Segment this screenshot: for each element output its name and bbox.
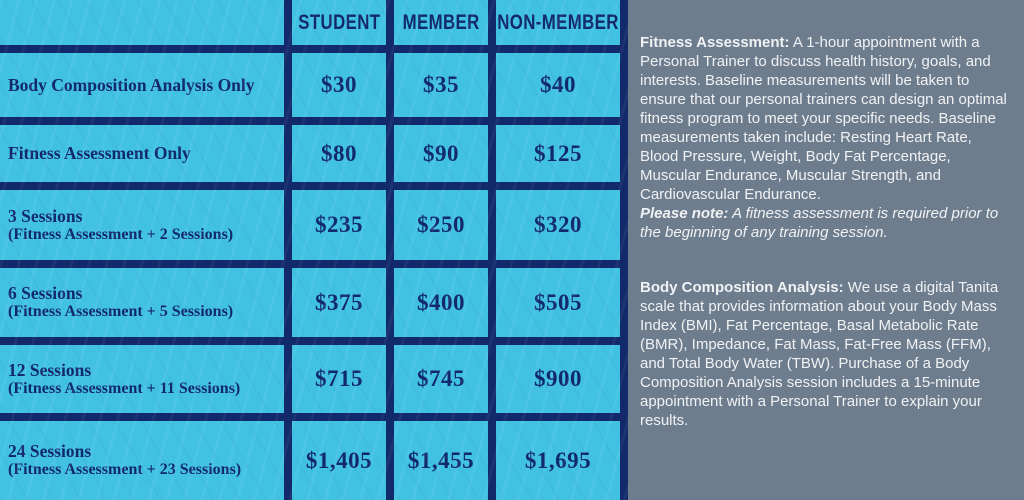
price-24-sessions-non-member: $1,695 xyxy=(496,421,620,500)
service-text: 6 Sessions (Fitness Assessment + 5 Sessi… xyxy=(8,283,233,322)
service-label: 12 Sessions xyxy=(8,359,92,380)
price-24-sessions-student: $1,405 xyxy=(292,421,386,500)
service-label: 3 Sessions xyxy=(8,205,83,226)
column-header-member: MEMBER xyxy=(394,0,488,45)
column-header-non-member-label: NON-MEMBER xyxy=(497,10,619,34)
price-24-sessions-member: $1,455 xyxy=(394,421,488,500)
price-12-sessions-member: $745 xyxy=(394,345,488,413)
price-fitness-assessment-member: $90 xyxy=(394,125,488,182)
service-text: 24 Sessions (Fitness Assessment + 23 Ses… xyxy=(8,441,241,480)
table-row-service-fitness-assessment: Fitness Assessment Only xyxy=(0,125,284,182)
price-12-sessions-student: $715 xyxy=(292,345,386,413)
service-label: 6 Sessions xyxy=(8,283,83,304)
service-text: Body Composition Analysis Only xyxy=(8,75,255,95)
price-body-composition-member: $35 xyxy=(394,53,488,117)
table-corner-cell xyxy=(0,0,284,45)
price-3-sessions-student: $235 xyxy=(292,190,386,260)
info-body-fitness-assessment: A 1-hour appointment with a Personal Tra… xyxy=(640,34,1007,203)
info-body-body-composition: We use a digital Tanita scale that provi… xyxy=(640,279,999,429)
info-lead-fitness-assessment: Fitness Assessment: xyxy=(640,34,790,51)
please-note-body: A fitness assessment is required prior t… xyxy=(640,205,999,241)
table-row-service-6-sessions: 6 Sessions (Fitness Assessment + 5 Sessi… xyxy=(0,268,284,337)
pricing-table-section: STUDENT MEMBER NON-MEMBER Body Compositi… xyxy=(0,0,628,500)
info-panel: Fitness Assessment: A 1-hour appointment… xyxy=(628,0,1024,500)
price-12-sessions-non-member: $900 xyxy=(496,345,620,413)
table-row-service-body-composition: Body Composition Analysis Only xyxy=(0,53,284,117)
service-text: Fitness Assessment Only xyxy=(8,143,191,163)
price-3-sessions-non-member: $320 xyxy=(496,190,620,260)
service-sublabel: (Fitness Assessment + 2 Sessions) xyxy=(8,225,234,243)
price-6-sessions-student: $375 xyxy=(292,268,386,337)
column-header-member-label: MEMBER xyxy=(402,10,480,34)
pricing-table: STUDENT MEMBER NON-MEMBER Body Compositi… xyxy=(0,0,628,500)
info-paragraph-body-composition: Body Composition Analysis: We use a digi… xyxy=(640,278,1008,430)
service-sublabel: (Fitness Assessment + 5 Sessions) xyxy=(8,303,234,321)
price-body-composition-student: $30 xyxy=(292,53,386,117)
table-row-service-12-sessions: 12 Sessions (Fitness Assessment + 11 Ses… xyxy=(0,345,284,413)
price-3-sessions-member: $250 xyxy=(394,190,488,260)
column-header-non-member: NON-MEMBER xyxy=(496,0,620,45)
service-label: Fitness Assessment Only xyxy=(8,143,191,164)
price-6-sessions-non-member: $505 xyxy=(496,268,620,337)
price-fitness-assessment-student: $80 xyxy=(292,125,386,182)
service-label: 24 Sessions xyxy=(8,441,92,462)
service-sublabel: (Fitness Assessment + 11 Sessions) xyxy=(8,379,241,397)
price-fitness-assessment-non-member: $125 xyxy=(496,125,620,182)
table-row-service-3-sessions: 3 Sessions (Fitness Assessment + 2 Sessi… xyxy=(0,190,284,260)
column-header-student-label: STUDENT xyxy=(297,10,381,34)
please-note-line: Please note: A fitness assessment is req… xyxy=(640,204,1008,242)
service-text: 12 Sessions (Fitness Assessment + 11 Ses… xyxy=(8,360,240,399)
column-header-student: STUDENT xyxy=(292,0,386,45)
price-6-sessions-member: $400 xyxy=(394,268,488,337)
table-row-service-24-sessions: 24 Sessions (Fitness Assessment + 23 Ses… xyxy=(0,421,284,500)
info-lead-body-composition: Body Composition Analysis: xyxy=(640,279,844,296)
info-paragraph-fitness-assessment: Fitness Assessment: A 1-hour appointment… xyxy=(640,33,1008,242)
price-body-composition-non-member: $40 xyxy=(496,53,620,117)
service-text: 3 Sessions (Fitness Assessment + 2 Sessi… xyxy=(8,206,233,245)
please-note-lead: Please note: xyxy=(640,205,729,222)
service-label: Body Composition Analysis Only xyxy=(8,74,255,95)
service-sublabel: (Fitness Assessment + 23 Sessions) xyxy=(8,461,242,479)
